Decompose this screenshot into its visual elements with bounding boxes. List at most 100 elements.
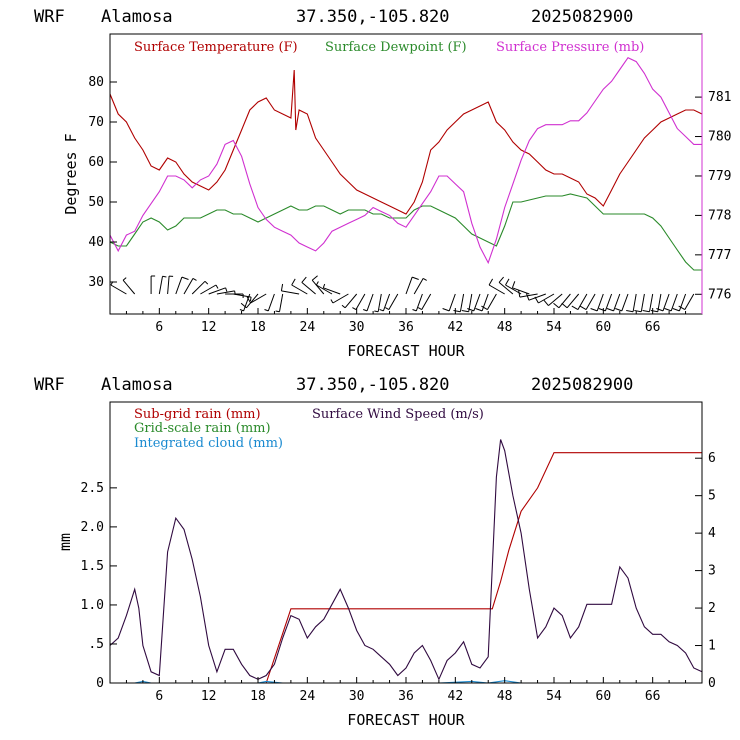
panel-1-wind-barbs — [110, 275, 695, 313]
wind-barb — [150, 275, 156, 294]
legend-integrated-cloud: Integrated cloud (mm) — [134, 436, 283, 451]
panel-2-coords: 37.350,-105.820 — [296, 375, 450, 395]
wind-barb — [488, 278, 505, 295]
wind-barb — [385, 293, 399, 311]
panel-2: WRF Alamosa 37.350,-105.820 2025082900 S… — [34, 375, 716, 729]
x-tick-label: 42 — [448, 689, 464, 704]
panel-2-frame — [109, 401, 703, 684]
wind-barb — [553, 293, 571, 309]
x-tick-label: 6 — [155, 320, 163, 335]
series-surface-pressure-mb — [109, 57, 702, 265]
y2-tick-label: 779 — [708, 169, 731, 184]
wind-barb — [534, 293, 555, 304]
wind-barb — [606, 293, 621, 312]
x-tick-label: 18 — [250, 320, 266, 335]
y2-tick-label: 778 — [708, 208, 731, 223]
wind-barb — [352, 293, 366, 311]
wind-barb — [158, 275, 167, 295]
y2-tick-label: 1 — [708, 639, 716, 654]
y2-tick-label: 781 — [708, 90, 731, 105]
panel-1-coords: 37.350,-105.820 — [296, 7, 450, 27]
y-tick-label: 50 — [88, 195, 104, 210]
wind-barb — [412, 293, 423, 312]
wind-barb — [301, 276, 316, 295]
wind-barb — [291, 278, 308, 295]
wind-barb — [526, 293, 546, 301]
wind-barb — [110, 281, 127, 295]
wind-barb — [208, 287, 228, 295]
wind-barb — [453, 293, 465, 313]
x-tick-label: 30 — [349, 689, 365, 704]
y-tick-label: 0 — [96, 676, 104, 691]
panel-1-init: 2025082900 — [531, 7, 633, 27]
wind-barb — [678, 293, 695, 311]
y-tick-label: 60 — [88, 155, 104, 170]
wind-barb — [467, 293, 481, 312]
x-tick-label: 60 — [596, 689, 612, 704]
y2-tick-label: 777 — [708, 248, 731, 263]
series-surface-wind-speed-m-s — [109, 439, 703, 681]
series-surface-dewpoint-f — [109, 193, 702, 271]
wind-barb — [518, 290, 538, 298]
panel-2-model: WRF — [34, 375, 65, 395]
panel-2-legend: Sub-grid rain (mm) Grid-scale rain (mm) … — [134, 407, 484, 451]
wind-barb — [598, 293, 613, 312]
panel-1-ylabel: Degrees F — [62, 133, 80, 214]
panel-1-frame — [109, 33, 703, 315]
x-tick-label: 48 — [497, 689, 513, 704]
series-surface-temperature-f — [109, 69, 703, 215]
wind-barb — [264, 293, 275, 312]
legend-temperature: Surface Temperature (F) — [134, 40, 298, 55]
wind-barb — [642, 293, 654, 313]
wind-barb — [233, 293, 252, 302]
x-tick-label: 18 — [250, 689, 266, 704]
wind-barb — [561, 293, 580, 309]
wind-barb — [311, 275, 325, 295]
x-tick-label: 36 — [398, 689, 414, 704]
y-tick-label: 70 — [88, 115, 104, 130]
wind-barb — [175, 276, 189, 295]
x-tick-label: 48 — [497, 320, 513, 335]
y2-tick-label: 4 — [708, 526, 716, 541]
wind-barb — [341, 293, 358, 309]
panel-2-init: 2025082900 — [531, 375, 633, 395]
x-tick-label: 6 — [155, 689, 163, 704]
wind-barb — [475, 293, 489, 312]
x-tick-label: 24 — [300, 689, 316, 704]
y2-tick-label: 2 — [708, 601, 716, 616]
wind-barb — [543, 293, 563, 306]
x-tick-label: 42 — [448, 320, 464, 335]
wind-barb — [275, 293, 284, 313]
series-sub-grid-rain-mm — [110, 452, 702, 684]
wind-barb — [672, 293, 687, 312]
wind-barb — [200, 284, 219, 295]
x-tick-label: 36 — [398, 320, 414, 335]
panel-1-series — [109, 57, 703, 271]
wind-barb — [656, 293, 670, 312]
panel-1: WRF Alamosa 37.350,-105.820 2025082900 S… — [34, 7, 731, 360]
wind-barb — [374, 293, 382, 313]
y2-tick-label: 776 — [708, 287, 731, 302]
x-tick-label: 66 — [645, 320, 661, 335]
y-tick-label: 2.5 — [81, 481, 104, 496]
panel-2-ticks: 6 12 18 24 30 36 42 48 54 60 660.51.01.52.02.50123… — [81, 451, 716, 704]
x-tick-label: 12 — [201, 689, 217, 704]
legend-gridscale-rain: Grid-scale rain (mm) — [134, 421, 271, 436]
x-tick-label: 12 — [201, 320, 217, 335]
panel-2-ylabel: mm — [56, 533, 74, 551]
wind-barb — [634, 293, 645, 313]
y-tick-label: 1.0 — [81, 598, 104, 613]
y-tick-label: 2.0 — [81, 520, 104, 535]
wind-barb — [571, 293, 588, 311]
wind-barb — [363, 293, 374, 312]
y-tick-label: 1.5 — [81, 559, 104, 574]
wind-barb — [322, 283, 341, 295]
wind-barb — [191, 280, 209, 295]
x-tick-label: 60 — [596, 320, 612, 335]
panel-2-series — [109, 439, 703, 684]
y-tick-label: 30 — [88, 275, 104, 290]
wind-barb — [405, 276, 419, 295]
wind-barb — [379, 293, 391, 312]
wind-barb — [183, 277, 197, 295]
